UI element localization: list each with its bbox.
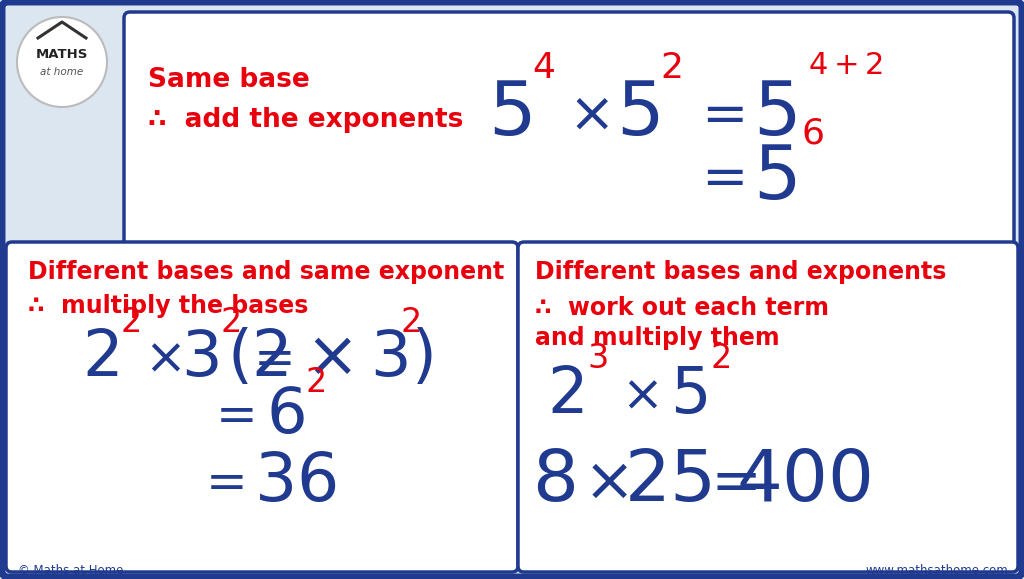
Text: $5$: $5$ <box>754 141 797 214</box>
FancyBboxPatch shape <box>6 242 518 572</box>
Text: $8$: $8$ <box>531 448 574 516</box>
Text: www.mathsathome.com: www.mathsathome.com <box>865 563 1008 577</box>
Text: ∴  add the exponents: ∴ add the exponents <box>148 107 464 133</box>
Text: $2$: $2$ <box>120 306 140 339</box>
Text: $\times$: $\times$ <box>567 88 608 142</box>
Text: $2$: $2$ <box>82 327 118 389</box>
Text: $400$: $400$ <box>736 448 871 516</box>
Text: $=$: $=$ <box>698 453 758 511</box>
Text: $5$: $5$ <box>670 364 707 426</box>
Text: $\times$: $\times$ <box>622 371 658 419</box>
Text: $2$: $2$ <box>305 365 325 398</box>
Text: $=$: $=$ <box>691 88 744 142</box>
Text: $5$: $5$ <box>754 79 797 152</box>
Text: $4+2$: $4+2$ <box>808 50 884 79</box>
FancyBboxPatch shape <box>518 242 1018 572</box>
Text: $4$: $4$ <box>531 51 554 85</box>
Text: $2$: $2$ <box>400 306 420 339</box>
Text: and multiply them: and multiply them <box>535 326 779 350</box>
Text: $3$: $3$ <box>181 327 219 389</box>
Text: $3$: $3$ <box>587 342 607 375</box>
Text: $\times$: $\times$ <box>583 453 628 511</box>
Text: at home: at home <box>40 67 84 77</box>
Text: $\times$: $\times$ <box>144 334 181 382</box>
Text: $(2\times3)$: $(2\times3)$ <box>227 327 433 389</box>
Text: $=$: $=$ <box>206 391 254 439</box>
FancyBboxPatch shape <box>124 12 1014 246</box>
Text: MATHS: MATHS <box>36 49 88 61</box>
Text: Different bases and exponents: Different bases and exponents <box>535 260 946 284</box>
Text: $25$: $25$ <box>625 448 712 516</box>
Text: $2$: $2$ <box>660 51 682 85</box>
Text: $5$: $5$ <box>488 79 531 152</box>
Text: $2$: $2$ <box>547 364 583 426</box>
Text: $2$: $2$ <box>710 342 730 375</box>
Text: $5$: $5$ <box>616 79 659 152</box>
Text: $2$: $2$ <box>220 306 240 339</box>
Text: ∴  multiply the bases: ∴ multiply the bases <box>28 294 308 318</box>
Text: ∴  work out each term: ∴ work out each term <box>535 296 829 320</box>
Circle shape <box>17 17 106 107</box>
Text: © Maths at Home: © Maths at Home <box>18 563 123 577</box>
Text: $36$: $36$ <box>254 449 336 515</box>
Text: $=$: $=$ <box>196 458 244 506</box>
Text: $6$: $6$ <box>801 116 823 150</box>
Text: $6$: $6$ <box>265 384 304 446</box>
Text: $=$: $=$ <box>244 334 292 382</box>
Text: $=$: $=$ <box>691 151 744 205</box>
Text: Same base: Same base <box>148 67 309 93</box>
Text: Different bases and same exponent: Different bases and same exponent <box>28 260 504 284</box>
